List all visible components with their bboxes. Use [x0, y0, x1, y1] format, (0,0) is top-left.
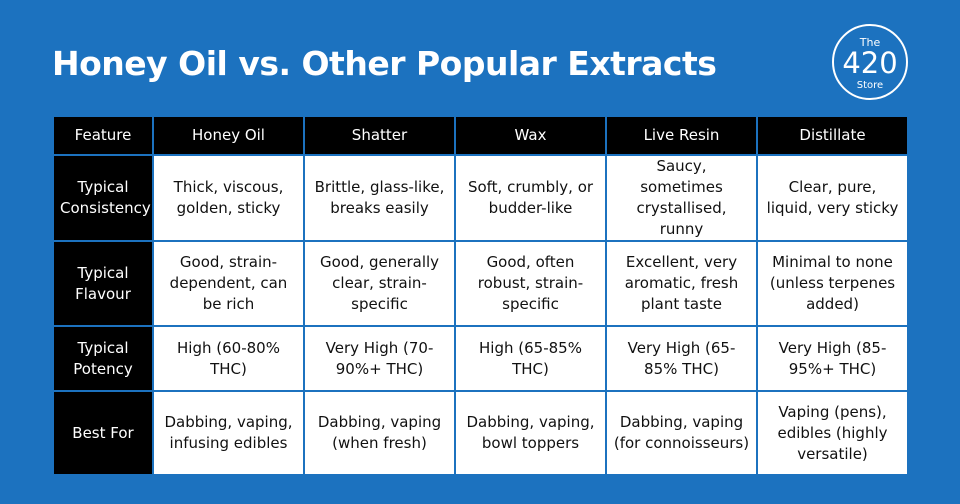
table-cell: Very High (70-90%+ THC)	[303, 325, 456, 392]
table-cell: Dabbing, vaping, bowl toppers	[454, 390, 607, 476]
row-label: Typical Consistency	[52, 154, 154, 242]
table-cell: Dabbing, vaping (for connoisseurs)	[605, 390, 758, 476]
column-header: Honey Oil	[152, 115, 305, 156]
table-cell: Very High (65-85% THC)	[605, 325, 758, 392]
table-row: Typical Consistency Thick, viscous, golde…	[52, 154, 909, 242]
table-cell: Good, generally clear, strain-specific	[303, 240, 456, 327]
table-cell: Minimal to none (unless terpenes added)	[756, 240, 909, 327]
table-cell: Good, strain-dependent, can be rich	[152, 240, 305, 327]
logo: The 420 Store	[832, 24, 908, 100]
comparison-table: Feature Honey Oil Shatter Wax Live Resin Dist…	[52, 115, 909, 476]
table-cell: Excellent, very aromatic, fresh plant ta…	[605, 240, 758, 327]
column-header: Feature	[52, 115, 154, 156]
table-cell: High (65-85% THC)	[454, 325, 607, 392]
column-header: Live Resin	[605, 115, 758, 156]
logo-number: 420	[842, 46, 897, 80]
column-header: Distillate	[756, 115, 909, 156]
table-cell: Saucy, sometimes crystallised, runny	[605, 154, 758, 242]
logo-ring	[832, 24, 908, 100]
table-cell: Clear, pure, liquid, very sticky	[756, 154, 909, 242]
row-label: Typical Flavour	[52, 240, 154, 327]
column-header: Shatter	[303, 115, 456, 156]
row-label: Typical Potency	[52, 325, 154, 392]
table-cell: Dabbing, vaping (when fresh)	[303, 390, 456, 476]
table-cell: Vaping (pens), edibles (highly versatile…	[756, 390, 909, 476]
table-row: Typical Potency High (60-80% THC) Very Hig…	[52, 325, 909, 392]
table-cell: Brittle, glass-like, breaks easily	[303, 154, 456, 242]
title: Honey Oil vs. Other Popular Extracts	[52, 44, 717, 83]
header-row: Feature Honey Oil Shatter Wax Live Resin Dist…	[52, 115, 909, 156]
table-cell: High (60-80% THC)	[152, 325, 305, 392]
table-cell: Soft, crumbly, or budder-like	[454, 154, 607, 242]
table-row: Typical Flavour Good, strain-dependent, c…	[52, 240, 909, 327]
table-row: Best For Dabbing, vaping, infusing edible…	[52, 390, 909, 476]
row-label: Best For	[52, 390, 154, 476]
table-cell: Very High (85-95%+ THC)	[756, 325, 909, 392]
table-cell: Dabbing, vaping, infusing edibles	[152, 390, 305, 476]
logo-top: The	[859, 36, 881, 49]
table-cell: Thick, viscous, golden, sticky	[152, 154, 305, 242]
column-header: Wax	[454, 115, 607, 156]
table-cell: Good, often robust, strain-specific	[454, 240, 607, 327]
logo-bottom: Store	[857, 80, 883, 91]
